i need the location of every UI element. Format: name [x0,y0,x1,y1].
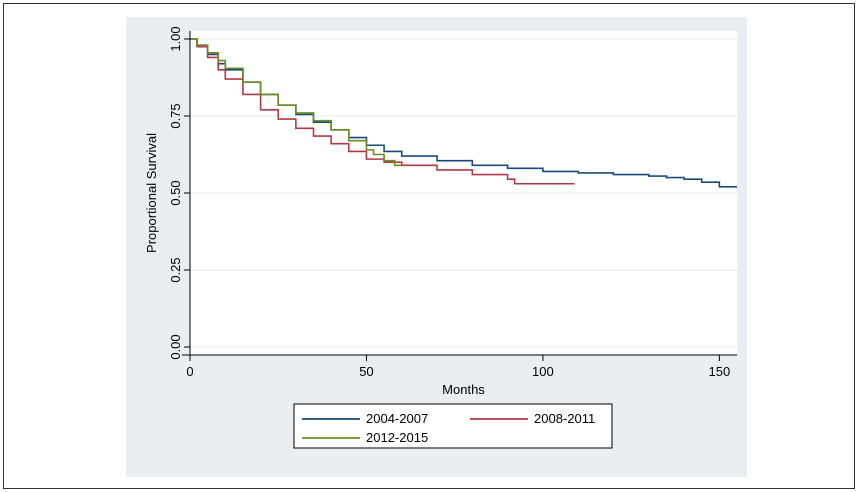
series-line-2 [190,38,575,185]
chart-figure: 0 50 100 150 0.00 0.25 0.50 0.75 1.00 Months Pr… [126,17,747,477]
x-tick-label: 50 [359,364,373,379]
y-axis-label: Proportional Survival [144,133,159,253]
y-tick-label: 1.00 [168,26,183,51]
legend-label: 2004-2007 [366,411,428,426]
legend-label: 2008-2011 [534,411,595,426]
y-tick-label: 0.50 [168,180,183,205]
x-ticks: 0 50 100 150 [186,355,730,379]
x-tick-label: 0 [186,364,193,379]
legend: 2004-2007 2008-2011 2012-2015 [293,403,613,449]
series-line-1 [190,38,737,188]
y-tick-label: 0.25 [168,257,183,282]
y-ticks: 0.00 0.25 0.50 0.75 1.00 [168,26,190,360]
series-line-3 [190,38,402,167]
x-tick-label: 150 [709,364,731,379]
legend-label: 2012-2015 [366,430,428,445]
series-lines [190,38,737,188]
x-tick-label: 100 [532,364,554,379]
x-axis-label: Months [442,382,485,397]
figure-frame [3,3,855,489]
survival-chart: 0 50 100 150 0.00 0.25 0.50 0.75 1.00 Months Pr… [126,17,747,477]
y-tick-label: 0.00 [168,334,183,359]
y-tick-label: 0.75 [168,103,183,128]
legend-box [293,403,613,449]
gridlines [190,38,737,348]
